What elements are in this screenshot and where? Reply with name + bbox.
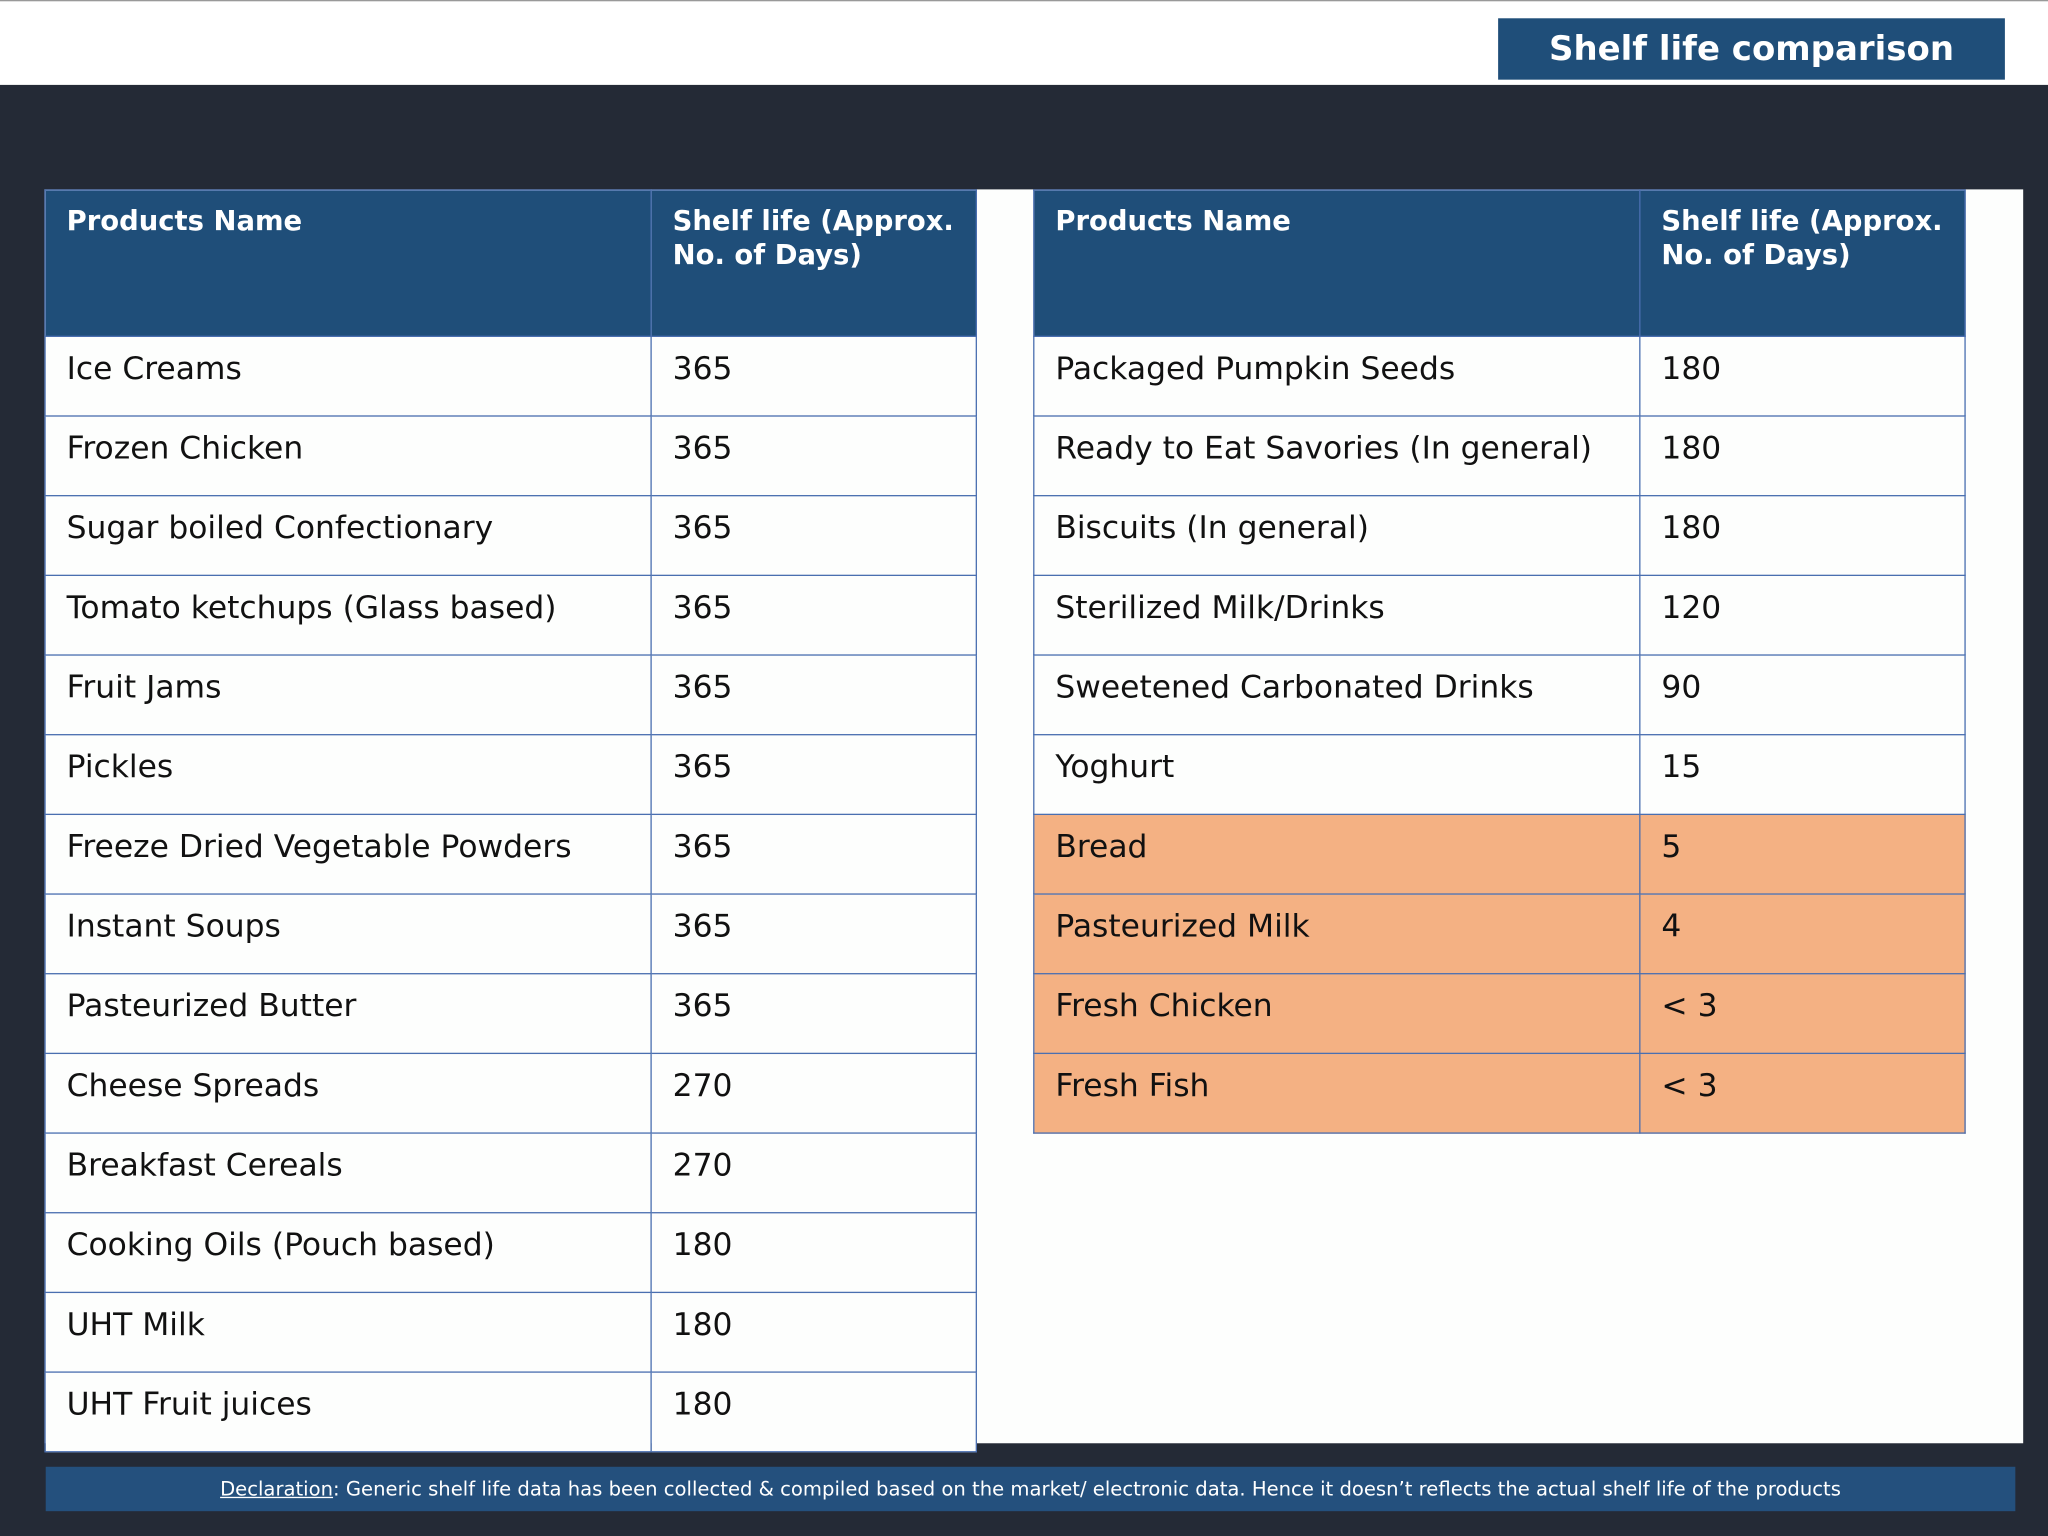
row: Sugar boiled Confectionary 365 — [44, 495, 977, 576]
shelf-life: 120 — [1639, 574, 1966, 656]
row: Fresh Chicken < 3 — [1033, 973, 1966, 1055]
product-name: Ready to Eat Savories (In general) — [1033, 415, 1641, 497]
shelf-life: 180 — [650, 1212, 977, 1294]
shelf-life: 15 — [1639, 734, 1966, 816]
product-name: UHT Fruit juices — [44, 1371, 652, 1453]
product-name: Pickles — [44, 734, 652, 816]
row: Sweetened Carbonated Drinks 90 — [1033, 654, 1966, 736]
product-name: Sterilized Milk/Drinks — [1033, 574, 1641, 656]
column-header: Products Name — [1033, 189, 1641, 337]
shelf-life: 90 — [1639, 654, 1966, 736]
shelf-life: 180 — [1639, 415, 1966, 497]
product-name: Yoghurt — [1033, 734, 1641, 816]
table: Products Name Shelf life (Approx. No. of … — [1033, 189, 1966, 1134]
column-header: Shelf life (Approx. No. of Days) — [650, 189, 977, 337]
row: Freeze Dried Vegetable Powders 365 — [44, 813, 977, 895]
row: Tomato ketchups (Glass based) 365 — [44, 574, 977, 656]
shelf-life: 365 — [650, 335, 977, 417]
product-name: Instant Soups — [44, 893, 652, 975]
product-name: Sweetened Carbonated Drinks — [1033, 654, 1641, 736]
row: Pasteurized Butter 365 — [44, 973, 977, 1055]
shelf-life: 270 — [650, 1132, 977, 1214]
product-name: Breakfast Cereals — [44, 1132, 652, 1214]
product-name: Cooking Oils (Pouch based) — [44, 1212, 652, 1294]
row: Ready to Eat Savories (In general) 180 — [1033, 415, 1966, 497]
title: Shelf life comparison — [1498, 18, 2005, 80]
product-name: Pasteurized Butter — [44, 973, 652, 1055]
shelf-life: 180 — [650, 1371, 977, 1453]
product-name: Tomato ketchups (Glass based) — [44, 574, 652, 656]
shelf-life: 180 — [1639, 335, 1966, 417]
row: Cheese Spreads 270 — [44, 1052, 977, 1134]
product-name: Packaged Pumpkin Seeds — [1033, 335, 1641, 417]
row: UHT Milk 180 — [44, 1291, 977, 1373]
shelf-life: 365 — [650, 813, 977, 895]
product-name: Fresh Chicken — [1033, 973, 1641, 1055]
shelf-life: 365 — [650, 973, 977, 1055]
shelf-life: 365 — [650, 734, 977, 816]
product-name: UHT Milk — [44, 1291, 652, 1373]
shelf-life: 5 — [1639, 813, 1966, 895]
product-name: Bread — [1033, 813, 1641, 895]
product-name: Freeze Dried Vegetable Powders — [44, 813, 652, 895]
product-name: Fruit Jams — [44, 654, 652, 736]
column-header: Shelf life (Approx. No. of Days) — [1639, 189, 1966, 337]
row: Cooking Oils (Pouch based) 180 — [44, 1212, 977, 1294]
product-name: Cheese Spreads — [44, 1052, 652, 1134]
footer: Declaration: Generic shelf life data has… — [45, 1466, 2016, 1512]
column-header: Products Name — [44, 189, 652, 337]
row: Sterilized Milk/Drinks 120 — [1033, 574, 1966, 656]
shelf-life: 365 — [650, 495, 977, 576]
row: Bread 5 — [1033, 813, 1966, 895]
shelf-life: 365 — [650, 654, 977, 736]
shelf-life: 365 — [650, 893, 977, 975]
tables-panel: Products Name Shelf life (Approx. No. of … — [44, 189, 2024, 1453]
footer-text: : Generic shelf life data has been colle… — [333, 1477, 1841, 1501]
row: Pasteurized Milk 4 — [1033, 893, 1966, 975]
row: Yoghurt 15 — [1033, 734, 1966, 816]
shelf-life: 365 — [650, 574, 977, 656]
shelf-life: < 3 — [1639, 1052, 1966, 1134]
row: Fresh Fish < 3 — [1033, 1052, 1966, 1134]
row: Pickles 365 — [44, 734, 977, 816]
row: Frozen Chicken 365 — [44, 415, 977, 497]
header-row: Products Name Shelf life (Approx. No. of … — [1033, 189, 1966, 337]
shelf-life: 365 — [650, 415, 977, 497]
row: Breakfast Cereals 270 — [44, 1132, 977, 1214]
product-name: Biscuits (In general) — [1033, 495, 1641, 576]
shelf-life: 180 — [1639, 495, 1966, 576]
shelf-life: 180 — [650, 1291, 977, 1373]
shelf-life: < 3 — [1639, 973, 1966, 1055]
row: Instant Soups 365 — [44, 893, 977, 975]
product-name: Fresh Fish — [1033, 1052, 1641, 1134]
table: Products Name Shelf life (Approx. No. of … — [44, 189, 977, 1453]
shelf-life: 270 — [650, 1052, 977, 1134]
product-name: Ice Creams — [44, 335, 652, 417]
footer-label: Declaration — [220, 1477, 334, 1501]
product-name: Sugar boiled Confectionary — [44, 495, 652, 576]
product-name: Frozen Chicken — [44, 415, 652, 497]
shelf-life: 4 — [1639, 893, 1966, 975]
row: Fruit Jams 365 — [44, 654, 977, 736]
header-row: Products Name Shelf life (Approx. No. of … — [44, 189, 977, 337]
row: Biscuits (In general) 180 — [1033, 495, 1966, 576]
row: Ice Creams 365 — [44, 335, 977, 417]
row: Packaged Pumpkin Seeds 180 — [1033, 335, 1966, 417]
row: UHT Fruit juices 180 — [44, 1371, 977, 1453]
product-name: Pasteurized Milk — [1033, 893, 1641, 975]
